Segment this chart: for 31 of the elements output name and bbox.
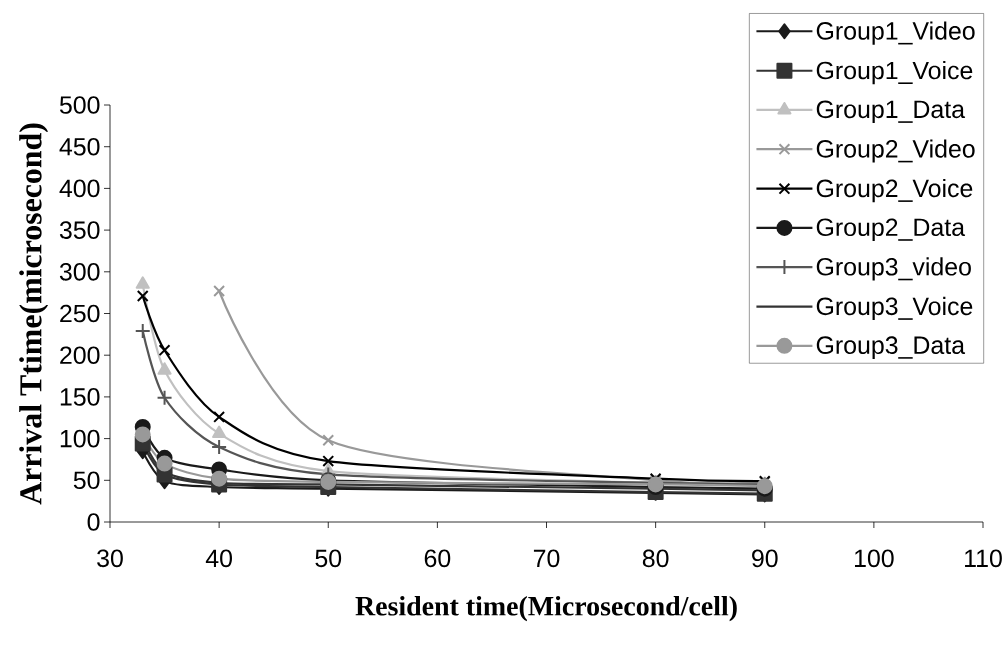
y-tick-label: 0 [87,513,100,531]
x-tick-label: 50 [315,549,342,568]
x-tick-label: 110 [965,549,1002,568]
legend-label: Group2_Voice [816,178,973,203]
y-tick-label: 250 [60,304,100,323]
x-axis-title: Resident time(Microsecond/cell) [355,595,737,622]
x-tick-label: 100 [854,549,894,568]
legend-label: Group3_Data [816,336,966,359]
legend-label: Group1_Video [816,21,975,45]
y-tick-label: 200 [60,346,100,365]
x-tick-label: 30 [97,549,123,568]
x-tick-label: 80 [642,549,669,568]
y-tick-label: 150 [60,388,100,406]
legend-label: Group2_Video [816,139,975,163]
y-tick-label: 450 [59,137,100,156]
legend-label: Group2_Data [816,218,966,241]
y-tick-label: 300 [59,262,100,281]
x-tick-label: 60 [424,549,451,568]
y-tick-label: 400 [59,179,100,198]
y-axis-title: Arrival Ttime(microsecond) [19,123,49,505]
y-tick-label: 100 [60,429,100,448]
x-tick-label: 70 [533,549,560,568]
y-tick-label: 50 [73,471,100,490]
legend-label: Group1_Voice [816,60,973,85]
legend-label: Group3_Voice [816,296,973,321]
legend-label: Group1_Data [816,100,966,124]
y-tick-label: 500 [59,96,100,114]
x-tick-label: 40 [205,549,232,568]
legend-label: Group3_video [816,257,971,281]
y-tick-label: 350 [59,221,100,239]
x-tick-label: 90 [752,549,778,568]
